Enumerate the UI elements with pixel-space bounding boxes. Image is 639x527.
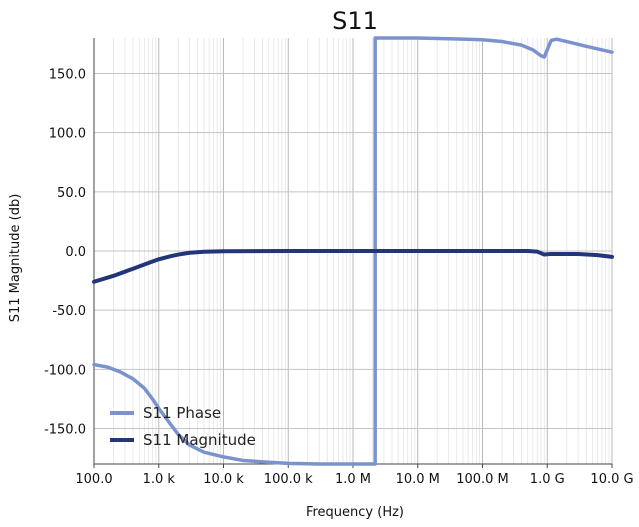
x-tick-label: 1.0 G xyxy=(530,472,565,487)
tick-labels: 100.0 1.0 k 10.0 k 100.0 k 1.0 M 10.0 M 100.0 … xyxy=(44,68,634,488)
x-tick-label: 10.0 M xyxy=(396,472,440,487)
y-tick-label: 50.0 xyxy=(57,186,86,201)
legend-label: S11 Magnitude xyxy=(143,431,256,449)
x-tick-label: 10.0 k xyxy=(203,472,244,487)
y-tick-label: -150.0 xyxy=(44,423,86,438)
x-tick-label: 100.0 k xyxy=(264,472,313,487)
x-tick-label: 1.0 M xyxy=(335,472,371,487)
legend-label: S11 Phase xyxy=(143,404,221,422)
series-line-1 xyxy=(92,249,614,284)
y-axis-label: S11 Magnitude (db) xyxy=(8,194,23,323)
x-tick-label: 100.0 M xyxy=(456,472,509,487)
y-tick-label: 0.0 xyxy=(65,245,86,260)
legend: S11 Phase S11 Magnitude xyxy=(110,404,256,449)
y-tick-label: -50.0 xyxy=(52,304,86,319)
chart-title: S11 xyxy=(332,7,378,35)
y-tick-label: 150.0 xyxy=(49,68,86,83)
y-tick-label: -100.0 xyxy=(44,363,86,378)
x-axis-label: Frequency (Hz) xyxy=(306,505,404,520)
x-tick-label: 1.0 k xyxy=(143,472,176,487)
x-tick-label: 100.0 xyxy=(75,472,112,487)
series-line-0 xyxy=(92,36,614,466)
y-tick-label: 100.0 xyxy=(49,127,86,142)
series-layer xyxy=(92,36,614,466)
x-tick-label: 10.0 G xyxy=(590,472,633,487)
